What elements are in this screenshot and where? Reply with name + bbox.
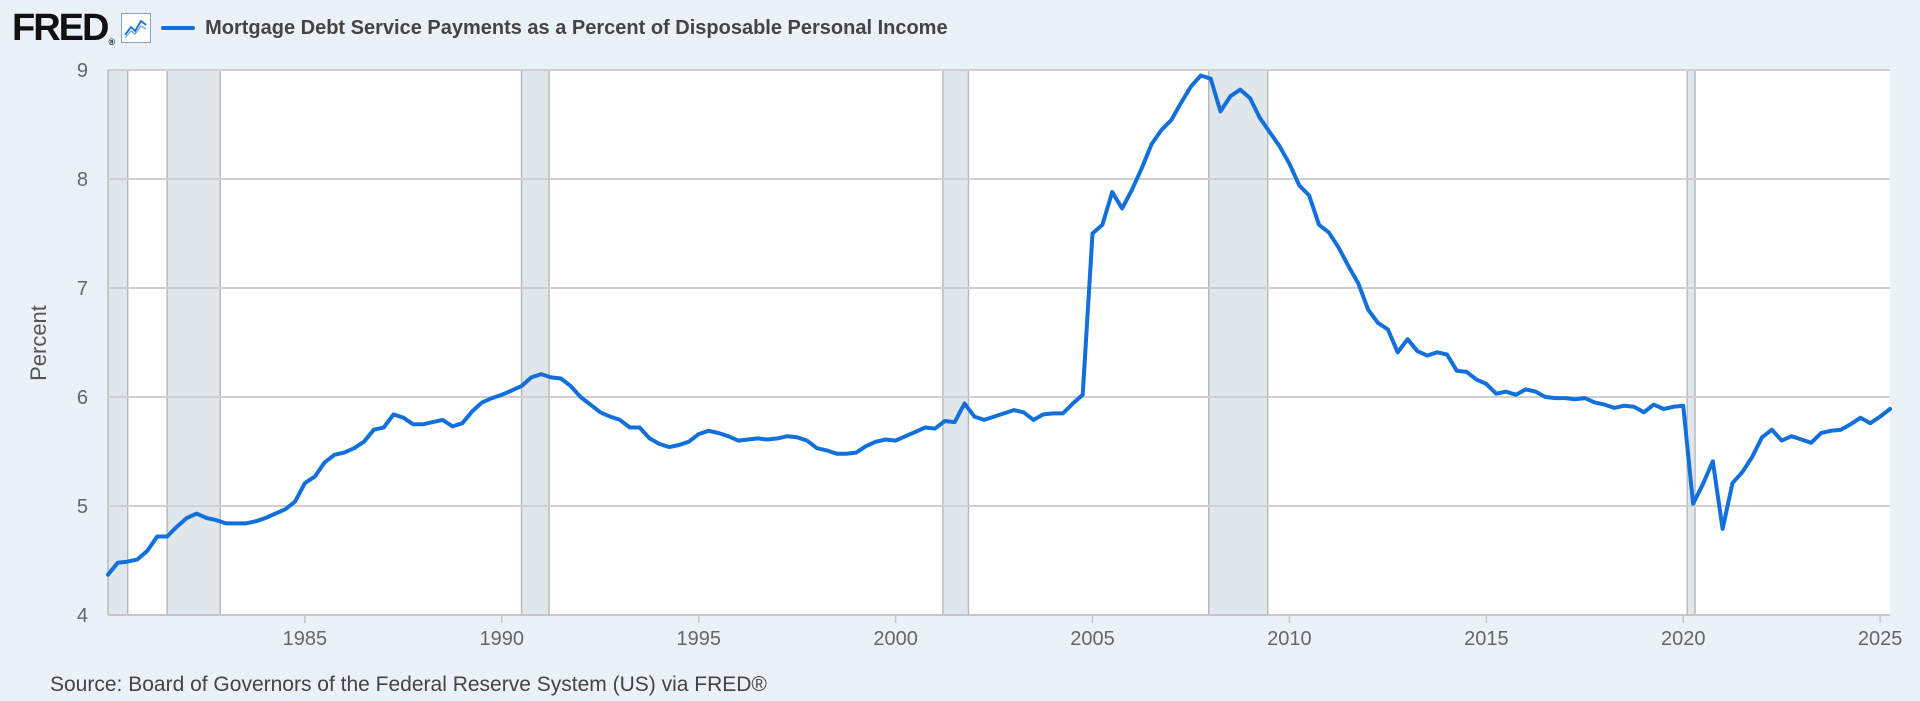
- x-tick-label: 2025: [1858, 628, 1903, 650]
- recession-band: [1687, 70, 1696, 615]
- x-tick-label: 2005: [1070, 628, 1115, 650]
- chart-header: FRED® Mortgage Debt Service Payments as …: [12, 8, 948, 48]
- y-tick-label: 7: [77, 278, 88, 300]
- recession-band: [1208, 70, 1268, 615]
- recession-shading-layer: [107, 70, 1696, 615]
- recession-band: [108, 70, 128, 615]
- y-tick-label: 8: [77, 169, 88, 191]
- legend-series-label[interactable]: Mortgage Debt Service Payments as a Perc…: [205, 16, 948, 39]
- fred-logo[interactable]: FRED®: [12, 7, 115, 49]
- series-line: [106, 73, 1892, 577]
- series-layer: [106, 73, 1892, 577]
- recession-band: [521, 70, 550, 615]
- plot-area: [108, 70, 1890, 615]
- x-tick-label: 1990: [480, 628, 525, 650]
- y-tick-label: 4: [77, 605, 88, 627]
- x-axis-ticks: 1985 1990 1995 2000 2005 2010 2015 2020 2025: [108, 614, 1903, 650]
- legend-swatch: [161, 26, 196, 30]
- y-tick-label: 6: [77, 387, 88, 409]
- x-tick-label: 1985: [283, 628, 328, 650]
- line-graph-icon[interactable]: [121, 13, 152, 43]
- recession-band: [942, 70, 969, 615]
- y-tick-label: 5: [77, 496, 88, 518]
- x-tick-label: 2015: [1464, 628, 1509, 650]
- y-tick-label: 9: [77, 60, 88, 82]
- x-tick-label: 2020: [1661, 628, 1706, 650]
- y-axis-ticks: 4 5 6 7 8 9: [77, 60, 88, 627]
- x-tick-label: 2000: [873, 628, 918, 650]
- recession-band: [167, 70, 221, 615]
- y-axis-label: Percent: [26, 305, 51, 381]
- x-tick-label: 1995: [676, 628, 721, 650]
- source-note: Source: Board of Governors of the Federa…: [50, 673, 767, 696]
- x-tick-label: 2010: [1267, 628, 1312, 650]
